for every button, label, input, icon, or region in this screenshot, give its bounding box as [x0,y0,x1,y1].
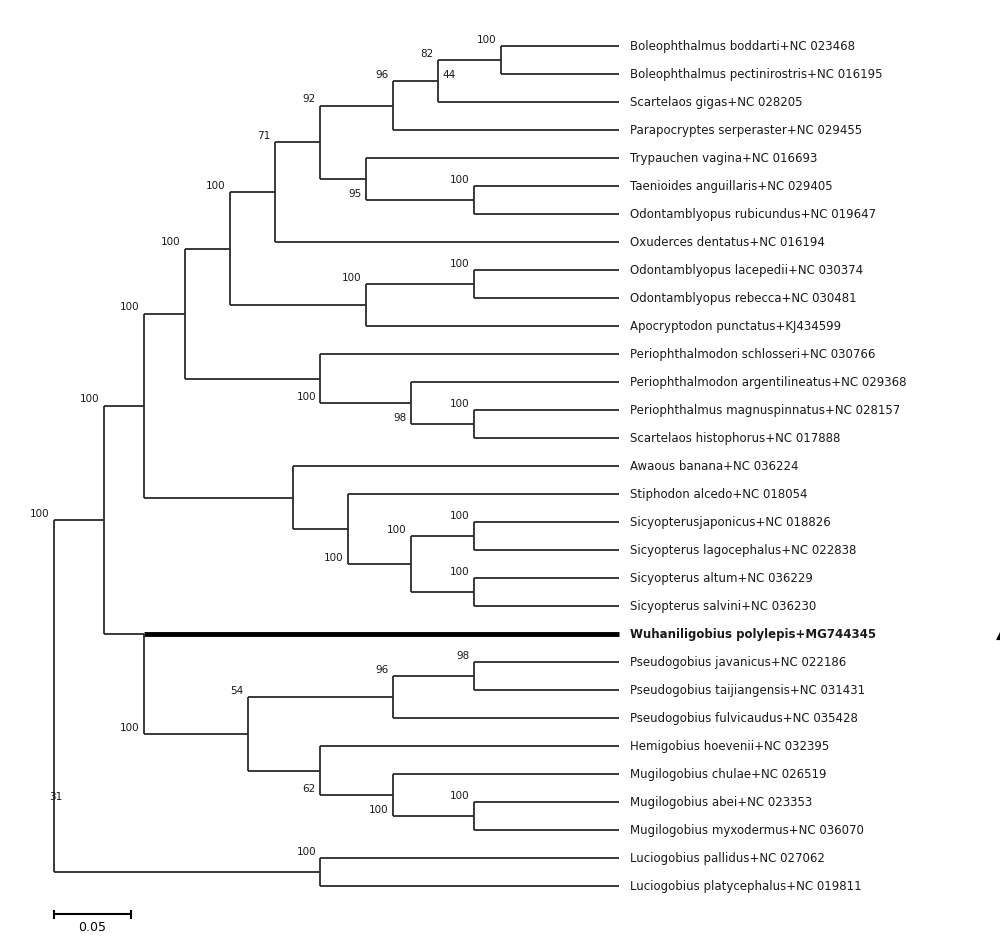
Text: Hemigobius hoevenii+NC 032395: Hemigobius hoevenii+NC 032395 [630,740,829,753]
Text: 92: 92 [303,94,316,104]
Text: Sicyopterusjaponicus+NC 018826: Sicyopterusjaponicus+NC 018826 [630,516,830,529]
Text: Parapocryptes serperaster+NC 029455: Parapocryptes serperaster+NC 029455 [630,124,862,136]
Text: Luciogobius platycephalus+NC 019811: Luciogobius platycephalus+NC 019811 [630,880,861,893]
Text: Scartelaos gigas+NC 028205: Scartelaos gigas+NC 028205 [630,96,802,109]
Text: 100: 100 [206,180,226,191]
Text: Luciogobius pallidus+NC 027062: Luciogobius pallidus+NC 027062 [630,852,824,865]
Text: 100: 100 [296,392,316,401]
Text: Mugilogobius chulae+NC 026519: Mugilogobius chulae+NC 026519 [630,768,826,781]
Text: Oxuderces dentatus+NC 016194: Oxuderces dentatus+NC 016194 [630,236,824,249]
Text: 100: 100 [450,175,470,185]
Text: 100: 100 [342,273,361,283]
Text: 95: 95 [348,189,361,198]
Text: 71: 71 [258,131,271,141]
Text: 100: 100 [369,805,388,815]
Text: 0.05: 0.05 [78,921,106,934]
Text: Awaous banana+NC 036224: Awaous banana+NC 036224 [630,460,798,473]
Text: Pseudogobius taijiangensis+NC 031431: Pseudogobius taijiangensis+NC 031431 [630,683,865,697]
Text: Stiphodon alcedo+NC 018054: Stiphodon alcedo+NC 018054 [630,488,807,501]
Text: Sicyopterus lagocephalus+NC 022838: Sicyopterus lagocephalus+NC 022838 [630,543,856,556]
Text: 96: 96 [375,70,388,80]
Text: 98: 98 [456,650,470,661]
Text: Periophthalmodon argentilineatus+NC 029368: Periophthalmodon argentilineatus+NC 0293… [630,376,906,389]
Text: 100: 100 [450,791,470,801]
Text: 100: 100 [450,258,470,269]
Text: 31: 31 [49,792,63,803]
Text: 54: 54 [230,686,244,696]
Text: 100: 100 [450,399,470,409]
Text: 100: 100 [120,303,140,312]
Text: 100: 100 [323,553,343,563]
Text: 100: 100 [296,847,316,857]
Text: Wuhaniligobius polylepis+MG744345: Wuhaniligobius polylepis+MG744345 [630,628,876,641]
Text: Periophthalmus magnuspinnatus+NC 028157: Periophthalmus magnuspinnatus+NC 028157 [630,404,900,416]
Text: 100: 100 [120,723,140,732]
Text: 100: 100 [477,35,497,45]
Text: Pseudogobius fulvicaudus+NC 035428: Pseudogobius fulvicaudus+NC 035428 [630,712,857,725]
Text: Odontamblyopus lacepedii+NC 030374: Odontamblyopus lacepedii+NC 030374 [630,264,863,276]
Text: Periophthalmodon schlosseri+NC 030766: Periophthalmodon schlosseri+NC 030766 [630,348,875,361]
Text: Apocryptodon punctatus+KJ434599: Apocryptodon punctatus+KJ434599 [630,320,841,333]
Text: Boleophthalmus pectinirostris+NC 016195: Boleophthalmus pectinirostris+NC 016195 [630,68,882,81]
Text: 100: 100 [450,510,470,521]
Text: 82: 82 [420,49,433,59]
Text: Sicyopterus salvini+NC 036230: Sicyopterus salvini+NC 036230 [630,600,816,613]
Text: Mugilogobius myxodermus+NC 036070: Mugilogobius myxodermus+NC 036070 [630,823,863,837]
Text: 44: 44 [442,70,456,80]
Text: 100: 100 [30,509,49,519]
Text: Odontamblyopus rebecca+NC 030481: Odontamblyopus rebecca+NC 030481 [630,291,856,305]
Text: Sicyopterus altum+NC 036229: Sicyopterus altum+NC 036229 [630,572,812,585]
Text: 62: 62 [303,784,316,794]
Text: Pseudogobius javanicus+NC 022186: Pseudogobius javanicus+NC 022186 [630,656,846,668]
Text: 100: 100 [450,567,470,577]
Text: Trypauchen vagina+NC 016693: Trypauchen vagina+NC 016693 [630,151,817,164]
Text: 100: 100 [79,395,99,404]
Text: ▲: ▲ [996,625,1000,643]
Text: Mugilogobius abei+NC 023353: Mugilogobius abei+NC 023353 [630,796,812,808]
Text: 100: 100 [161,238,180,247]
Text: 98: 98 [393,413,406,423]
Text: Scartelaos histophorus+NC 017888: Scartelaos histophorus+NC 017888 [630,431,840,445]
Text: 96: 96 [375,665,388,675]
Text: 100: 100 [387,525,406,535]
Text: Odontamblyopus rubicundus+NC 019647: Odontamblyopus rubicundus+NC 019647 [630,208,876,221]
Text: Taenioides anguillaris+NC 029405: Taenioides anguillaris+NC 029405 [630,180,832,193]
Text: Boleophthalmus boddarti+NC 023468: Boleophthalmus boddarti+NC 023468 [630,39,855,53]
